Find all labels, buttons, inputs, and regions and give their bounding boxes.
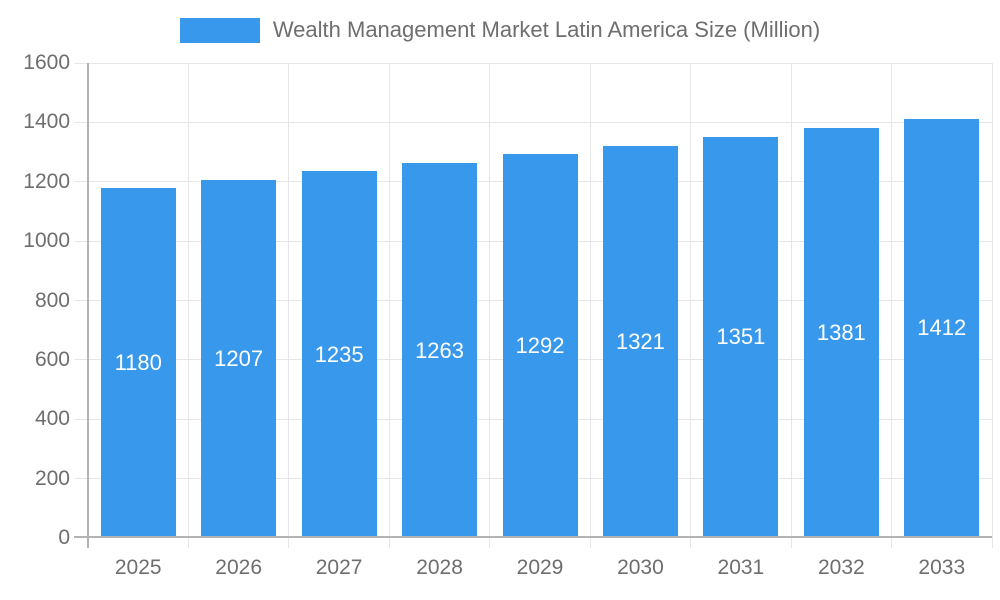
x-axis-tick-label: 2026: [215, 556, 263, 579]
bar-value-label: 1263: [415, 337, 465, 363]
x-axis-tick-label: 2032: [817, 556, 865, 579]
gridline: [388, 63, 390, 548]
x-axis-tick-label: 2028: [416, 556, 463, 579]
gridline: [74, 121, 992, 123]
bar-2033[interactable]: 1412: [904, 118, 980, 538]
bar-2031[interactable]: 1351: [703, 136, 779, 538]
x-axis-tick-label: 2033: [918, 556, 966, 579]
y-axis-tick-label: 1600: [23, 51, 70, 74]
bar-value-label: 1351: [716, 324, 766, 350]
gridline: [288, 63, 290, 548]
gridline: [690, 63, 692, 548]
bar-value-label: 1381: [816, 320, 866, 345]
gridline: [489, 63, 491, 548]
bar-2027[interactable]: 1235: [301, 171, 377, 538]
legend-swatch-icon: [179, 17, 260, 43]
y-axis-tick-label: 200: [34, 466, 70, 490]
bar-value-label: 1235: [314, 341, 364, 367]
bar-2026[interactable]: 1207: [201, 179, 277, 538]
y-axis-tick-label: 1000: [23, 229, 70, 253]
gridline: [589, 63, 591, 548]
legend-item[interactable]: Wealth Management Market Latin America S…: [0, 17, 1000, 43]
gridline: [991, 63, 993, 548]
bar-value-label: 1292: [515, 333, 565, 359]
gridline: [891, 63, 893, 548]
y-axis-tick-label: 600: [34, 347, 70, 371]
y-axis-tick-label: 800: [34, 288, 70, 312]
y-axis-tick-label: 1200: [23, 169, 70, 193]
bar-value-label: 1412: [917, 315, 967, 341]
bar-2025[interactable]: 1180: [100, 187, 176, 538]
gridline: [790, 63, 792, 548]
bar-2029[interactable]: 1292: [502, 154, 578, 538]
x-axis-tick-label: 2029: [516, 556, 564, 579]
plot-area: 1180 1207 1235 1263 1292 1321 1351 1381 1412: [74, 62, 993, 548]
y-axis-line: [87, 63, 89, 548]
gridline: [187, 63, 189, 548]
x-axis-tick-label: 2027: [315, 556, 363, 579]
bar-value-label: 1180: [114, 349, 162, 375]
x-axis-line: [74, 536, 992, 538]
x-axis-tick-label: 2030: [617, 556, 664, 579]
bar-value-label: 1207: [214, 345, 264, 371]
bar-value-label: 1321: [615, 328, 665, 354]
bar-2028[interactable]: 1263: [402, 163, 478, 538]
bar-2030[interactable]: 1321: [602, 145, 678, 538]
legend-label: Wealth Management Market Latin America S…: [272, 17, 821, 42]
bar-2032[interactable]: 1381: [803, 128, 879, 538]
y-axis-tick-label: 0: [58, 526, 70, 549]
y-axis-tick-label: 400: [34, 407, 70, 431]
y-axis-tick-label: 1400: [23, 110, 70, 134]
x-axis-tick-label: 2025: [114, 556, 162, 579]
x-axis-tick-label: 2031: [717, 556, 765, 579]
gridline: [74, 62, 992, 64]
